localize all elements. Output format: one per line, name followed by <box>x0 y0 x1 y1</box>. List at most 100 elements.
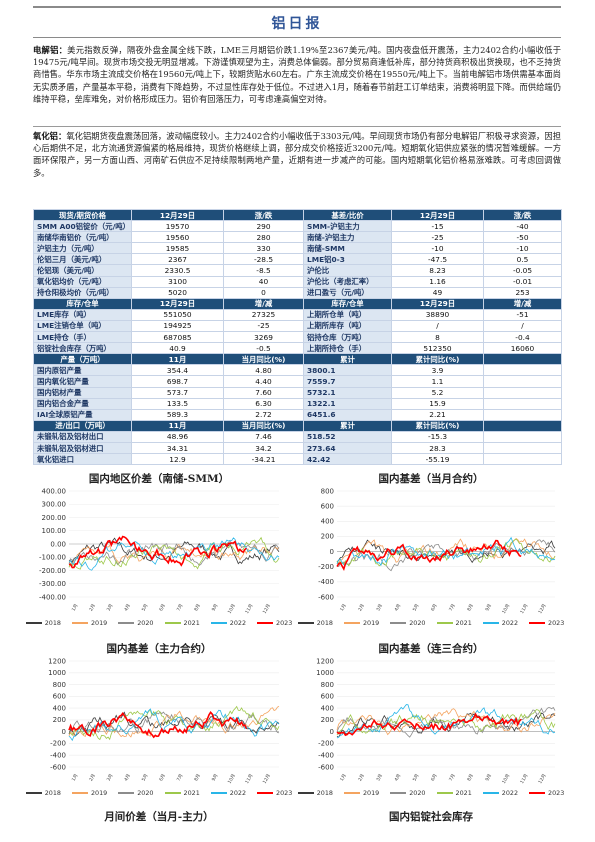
table-value-cell: 3100 <box>131 275 224 288</box>
table-value-cell: 698.7 <box>131 375 224 388</box>
series-line-2022 <box>68 537 280 571</box>
table-value-cell <box>483 397 562 410</box>
legend-label: 2021 <box>455 789 472 798</box>
table-row: LME库存（吨） 551050 27325 上期所仓单（吨） 38890 -51 <box>33 308 562 321</box>
x-tick-label: 8月 <box>466 773 475 782</box>
table-value-cell: 27325 <box>223 308 304 321</box>
chart-1: 国内地区价差（南储-SMM） 400.00 300.00 200.00 100.00 0.… <box>25 471 292 631</box>
legend-item: 2021 <box>164 619 200 628</box>
x-tick-label: 11月 <box>244 773 254 785</box>
table-value-cell: -8.5 <box>223 264 304 277</box>
table-label-cell: 上期所仓单（吨） <box>303 308 392 321</box>
table-header-row: 产量（万吨） 11月 当月同比(%) 累计 累计同比(%) <box>33 353 562 366</box>
legend-label: 2023 <box>548 789 565 798</box>
table-value-cell: 330 <box>223 242 304 255</box>
table-value-cell: 6.30 <box>223 397 304 410</box>
x-tick-label: 9月 <box>211 603 220 612</box>
series-line-2023 <box>68 711 248 739</box>
chart-title: 国内基差（当月合约） <box>378 473 484 486</box>
legend-swatch <box>297 622 314 625</box>
table-label-cell: 未锻轧铝及铝材进口 <box>33 441 132 455</box>
chart-title: 国内基差（连三合约） <box>378 643 484 656</box>
y-tick-label: -200.00 <box>39 567 66 575</box>
table-value-cell: -50 <box>483 231 562 244</box>
table-header-cell <box>483 353 562 366</box>
legend-label: 2022 <box>229 619 247 628</box>
table-label-cell: 沪铝主力（元/吨） <box>33 242 132 255</box>
y-tick-label: 400.00 <box>42 487 67 495</box>
table-value-cell: 1.16 <box>391 275 484 288</box>
series-line-2022 <box>68 708 280 742</box>
table-header-cell: 进/出口（万吨） <box>33 419 132 432</box>
legend-item: 2020 <box>118 619 154 627</box>
table-value-cell: 687085 <box>131 331 224 344</box>
legend-swatch <box>25 792 42 795</box>
report-title: 铝日报 <box>271 15 323 32</box>
legend-item: 2022 <box>210 789 246 797</box>
table-value-cell: 573.7 <box>131 386 224 399</box>
table-row: LME注销仓单（吨） 194925 -25 上期所库存（吨） / / <box>33 319 562 333</box>
table-row: 伦铝现（美元/吨） 2330.5 -8.5 沪伦比 8.23 -0.05 <box>33 264 562 277</box>
table-value-cell: 551050 <box>131 308 224 321</box>
table-row: 国内铝材产量 573.7 7.60 5732.1 5.2 <box>33 386 562 399</box>
table-value-cell: 0 <box>223 286 304 299</box>
table-value-cell: 290 <box>223 220 304 233</box>
x-tick-label: 9月 <box>211 773 220 782</box>
chart-title: 月间价差（当月-主力） <box>104 811 214 824</box>
table-value-cell: 8 <box>391 331 484 344</box>
table-row: 国内原铝产量 354.4 4.80 3800.1 3.9 <box>33 364 562 377</box>
legend-swatch <box>529 622 546 625</box>
legend-swatch <box>390 622 407 625</box>
legend-label: 2020 <box>409 619 426 628</box>
x-tick-label: 7月 <box>448 603 457 612</box>
legend-item: 2021 <box>436 619 472 627</box>
legend-swatch <box>297 792 314 795</box>
legend-label: 2023 <box>276 619 293 628</box>
table-label-cell: 持仓阳极均价（元/吨） <box>33 286 132 299</box>
legend-swatch <box>257 622 274 625</box>
x-tick-label: 11月 <box>519 773 529 785</box>
table-value-cell: -25 <box>223 319 304 333</box>
table-header-cell <box>483 419 562 432</box>
table-value-cell: 5020 <box>131 286 224 299</box>
table-label-cell: 沪伦比（考虑汇率） <box>303 275 392 288</box>
y-tick-label: 0 <box>330 548 334 556</box>
table-value-cell: 38890 <box>391 308 484 321</box>
x-tick-label: 11月 <box>244 603 254 615</box>
legend-swatch <box>118 622 135 625</box>
x-tick-label: 4月 <box>123 773 132 782</box>
legend-item: 2018 <box>25 619 61 627</box>
table-header-cell: 涨/跌 <box>483 208 562 222</box>
legend-label: 2021 <box>183 619 200 628</box>
x-tick-label: 7月 <box>176 773 185 782</box>
table-label-cell: 42.42 <box>303 453 392 466</box>
table-header-cell: 涨/跌 <box>223 208 304 222</box>
legend-label: 2020 <box>409 789 426 798</box>
table-value-cell: 512350 <box>391 342 484 355</box>
aluminum-lead: 电解铝： <box>33 45 68 55</box>
chart-title: 国内地区价差（南储-SMM） <box>88 473 230 486</box>
aluminum-text: 美元指数反弹，隔夜外盘金属全线下跌，LME三月期铝价跌1.19%至2367美元/… <box>33 45 561 104</box>
table-header-cell: 库存/仓单 <box>33 297 132 310</box>
x-tick-label: 12月 <box>262 603 272 615</box>
table-header-cell: 12月29日 <box>391 208 484 222</box>
table-value-cell: 34.31 <box>131 441 224 455</box>
table-value-cell: 1.1 <box>391 375 484 388</box>
table-label-cell: LME库存（吨） <box>33 308 132 321</box>
chart-6: 国内铝锭社会库存 <box>301 809 561 839</box>
series-line-2021 <box>69 705 280 741</box>
table-value-cell: -0.01 <box>483 275 562 288</box>
table-row: IAI全球原铝产量 589.3 2.72 6451.6 2.21 <box>33 408 562 421</box>
table-row: 铝锭社会库存（万吨） 40.9 -0.5 上期所持仓（手） 512350 16060 <box>33 342 562 355</box>
legend-swatch <box>436 792 453 795</box>
x-tick-label: 4月 <box>393 773 402 782</box>
x-tick-label: 6月 <box>158 603 167 612</box>
table-label-cell: 未锻轧铝及铝材出口 <box>33 430 132 443</box>
y-tick-label: -400 <box>50 752 66 760</box>
charts-area: 国内地区价差（南储-SMM） 400.00 300.00 200.00 100.00 0.… <box>25 471 565 831</box>
table-value-cell: 253 <box>483 286 562 299</box>
series-line-2021 <box>68 536 280 570</box>
legend-swatch <box>343 792 360 795</box>
table-label-cell: 518.52 <box>303 430 392 443</box>
table-value-cell: 19585 <box>131 242 224 255</box>
